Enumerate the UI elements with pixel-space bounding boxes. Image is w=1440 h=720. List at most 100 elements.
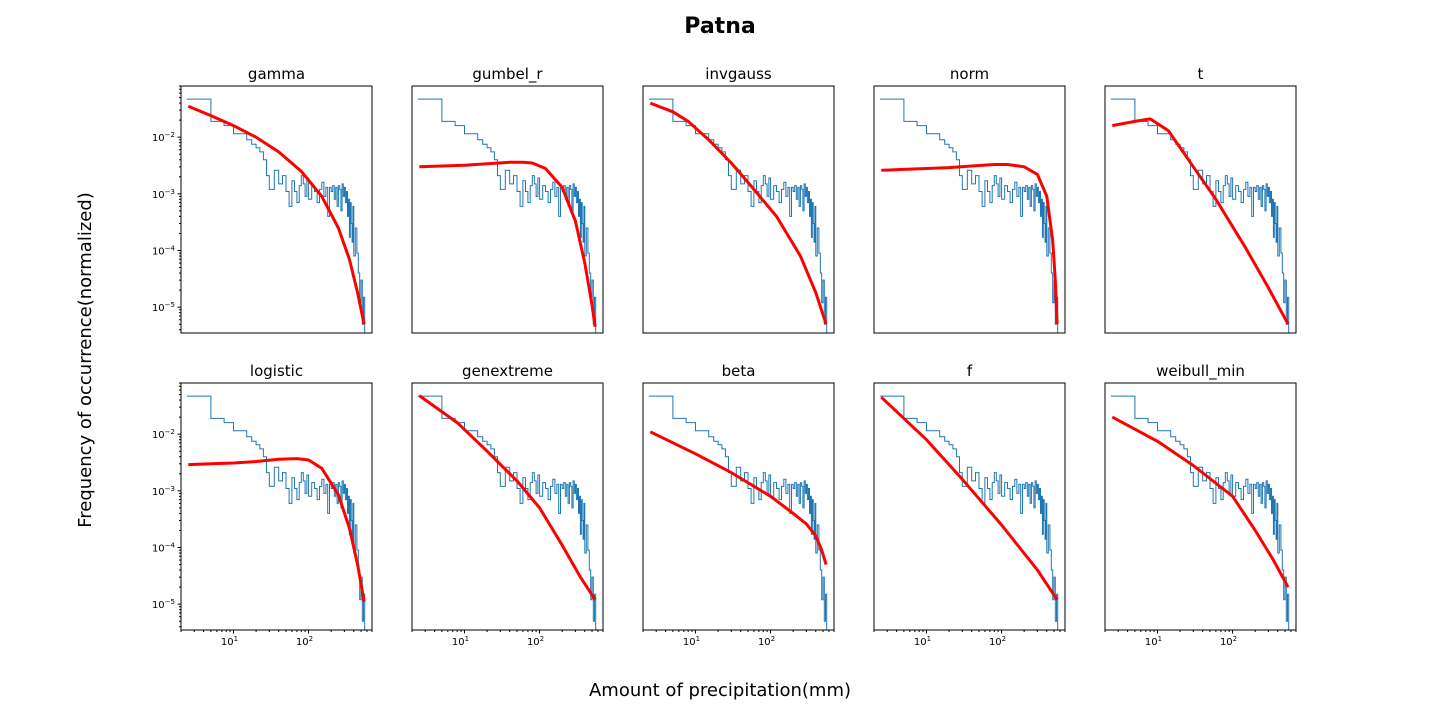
- histogram-line: [1110, 98, 1290, 333]
- x-tick-label: 101: [683, 635, 700, 648]
- y-tick-exponent: −5: [165, 301, 175, 309]
- histogram-line: [648, 98, 828, 333]
- y-tick-exponent: −2: [165, 131, 175, 139]
- plot-area: [874, 383, 1065, 630]
- y-tick-exponent: −3: [165, 485, 175, 493]
- x-tick-exponent: 1: [234, 635, 238, 643]
- x-tick-exponent: 1: [696, 635, 700, 643]
- y-tick-label: 10−5: [152, 598, 175, 611]
- x-tick-label: 102: [758, 635, 775, 648]
- y-tick-base: 10: [152, 190, 165, 201]
- x-tick-base: 10: [914, 637, 927, 648]
- y-tick-label: 10−5: [152, 301, 175, 314]
- histogram-line: [417, 98, 597, 333]
- histogram-line: [1110, 395, 1290, 630]
- subplot-norm: norm: [873, 65, 1066, 334]
- plot-area: [181, 86, 372, 333]
- x-tick-base: 10: [683, 637, 696, 648]
- x-tick-label: 102: [296, 635, 313, 648]
- plot-area: [181, 383, 372, 630]
- y-tick-exponent: −4: [165, 542, 176, 550]
- y-tick-exponent: −3: [165, 188, 175, 196]
- x-tick-label: 102: [1220, 635, 1237, 648]
- figure-title: Patna: [684, 14, 755, 39]
- panel-title: logistic: [250, 362, 303, 380]
- panel-title: genextreme: [462, 362, 553, 380]
- histogram-line: [417, 395, 597, 630]
- x-tick-base: 10: [452, 637, 465, 648]
- plot-frame: [873, 85, 1066, 334]
- x-tick-base: 10: [989, 637, 1002, 648]
- panel-title: beta: [722, 362, 756, 380]
- plot-frame: [642, 382, 835, 631]
- y-tick-base: 10: [152, 544, 165, 555]
- x-tick-base: 10: [758, 637, 771, 648]
- x-tick-exponent: 2: [1002, 635, 1006, 643]
- y-tick-label: 10−2: [152, 428, 175, 441]
- x-tick-base: 10: [527, 637, 540, 648]
- plot-frame: [411, 85, 604, 334]
- y-tick-label: 10−2: [152, 131, 175, 144]
- plot-area: [643, 86, 834, 333]
- x-tick-base: 10: [1145, 637, 1158, 648]
- panel-title: gumbel_r: [472, 65, 543, 84]
- plot-area: [1105, 86, 1296, 333]
- y-tick-exponent: −2: [165, 428, 175, 436]
- fit-curve-norm: [881, 163, 1059, 325]
- x-tick-label: 101: [452, 635, 469, 648]
- x-tick-label: 101: [221, 635, 238, 648]
- y-tick-base: 10: [152, 430, 165, 441]
- panel-title: invgauss: [705, 65, 772, 83]
- histogram-line: [879, 98, 1059, 333]
- plot-frame: [1104, 85, 1297, 334]
- x-tick-exponent: 1: [465, 635, 469, 643]
- y-tick-label: 10−3: [152, 485, 175, 498]
- y-tick-label: 10−4: [152, 245, 176, 258]
- panel-title: t: [1198, 65, 1204, 83]
- x-tick-label: 101: [1145, 635, 1162, 648]
- fit-curve-gumbel_r: [419, 160, 597, 328]
- x-tick-label: 101: [914, 635, 931, 648]
- fit-curve-f: [880, 396, 1059, 601]
- fit-curve-weibull_min: [1111, 415, 1290, 588]
- plot-area: [874, 86, 1065, 333]
- y-tick-base: 10: [152, 303, 165, 314]
- x-tick-base: 10: [221, 637, 234, 648]
- x-tick-exponent: 1: [927, 635, 931, 643]
- plot-frame: [411, 382, 604, 631]
- y-tick-label: 10−3: [152, 188, 175, 201]
- subplot-invgauss: invgauss: [642, 65, 835, 334]
- y-tick-label: 10−4: [152, 542, 176, 555]
- x-tick-base: 10: [296, 637, 309, 648]
- histogram-line: [648, 395, 828, 630]
- plot-frame: [180, 85, 373, 334]
- fit-curve-logistic: [188, 457, 366, 603]
- x-tick-exponent: 1: [1158, 635, 1162, 643]
- fit-curve-t: [1112, 117, 1290, 325]
- plot-frame: [642, 85, 835, 334]
- fit-curve-genextreme: [418, 394, 597, 601]
- x-tick-label: 102: [527, 635, 544, 648]
- histogram-line: [186, 98, 366, 333]
- x-axis-label: Amount of precipitation(mm): [589, 680, 851, 701]
- y-tick-exponent: −4: [165, 245, 176, 253]
- plot-area: [412, 86, 603, 333]
- x-tick-base: 10: [1220, 637, 1233, 648]
- x-tick-exponent: 2: [1233, 635, 1237, 643]
- histogram-line: [879, 395, 1059, 630]
- plot-area: [643, 383, 834, 630]
- plot-frame: [1104, 382, 1297, 631]
- subplot-gumbel_r: gumbel_r: [411, 65, 604, 334]
- y-tick-base: 10: [152, 133, 165, 144]
- panel-title: gamma: [248, 65, 305, 83]
- fit-curve-beta: [649, 430, 828, 566]
- panel-title: norm: [950, 65, 989, 83]
- fit-curve-invgauss: [649, 101, 828, 325]
